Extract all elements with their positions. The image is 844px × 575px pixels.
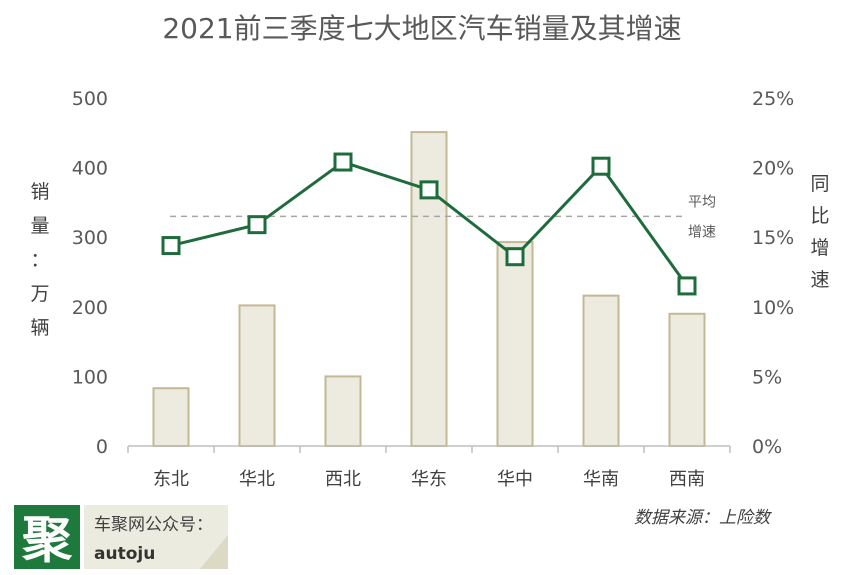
right-axis-title-char: 比 bbox=[810, 205, 829, 227]
right-tick-label: 20% bbox=[752, 158, 794, 180]
logo-box bbox=[14, 505, 80, 569]
left-tick-label: 200 bbox=[72, 297, 108, 319]
bar bbox=[238, 304, 276, 447]
category-label: 西南 bbox=[669, 469, 705, 490]
category-labels: 东北 华北 西北 华东 华中 华南 西南 bbox=[153, 469, 705, 490]
account-id: autoju bbox=[94, 544, 155, 564]
bar bbox=[324, 375, 362, 447]
bar bbox=[668, 312, 706, 448]
growth-markers bbox=[161, 152, 697, 296]
bar bbox=[582, 294, 620, 447]
bar bbox=[152, 387, 190, 447]
category-label: 华东 bbox=[411, 469, 447, 490]
source-note: 数据来源：上险数 bbox=[634, 508, 772, 528]
growth-marker bbox=[505, 247, 525, 267]
left-axis-title-char: 量 bbox=[30, 215, 49, 237]
right-tick-label: 15% bbox=[752, 227, 794, 249]
growth-marker bbox=[591, 156, 611, 176]
category-label: 华南 bbox=[583, 469, 619, 490]
category-label: 华中 bbox=[497, 469, 533, 490]
left-axis-title-char: 万 bbox=[30, 283, 49, 305]
category-label: 华北 bbox=[239, 469, 275, 490]
left-axis-title-char: 辆 bbox=[30, 317, 49, 339]
growth-marker bbox=[677, 276, 697, 296]
left-axis-title-char: 销 bbox=[30, 181, 49, 203]
brand-logo: 聚 车聚网公众号： autoju bbox=[14, 505, 228, 569]
left-tick-label: 400 bbox=[72, 158, 108, 180]
left-axis-title: 销量 ： 万辆 bbox=[30, 181, 49, 339]
average-label-bottom: 增速 bbox=[688, 224, 716, 240]
growth-marker bbox=[247, 215, 267, 235]
right-tick-label: 0% bbox=[752, 436, 782, 458]
right-tick-label: 25% bbox=[752, 88, 794, 110]
left-tick-label: 500 bbox=[72, 88, 108, 110]
right-tick-label: 5% bbox=[752, 366, 782, 388]
account-label: 车聚网公众号： bbox=[94, 515, 213, 535]
bar bbox=[410, 131, 448, 447]
x-axis-tick-marks bbox=[127, 446, 731, 453]
right-tick-label: 10% bbox=[752, 297, 794, 319]
growth-marker bbox=[419, 180, 439, 200]
bar-series bbox=[152, 131, 706, 448]
logo-char: 聚 bbox=[21, 511, 73, 569]
logo-banner-fold bbox=[200, 535, 228, 569]
category-label: 东北 bbox=[153, 469, 189, 490]
left-tick-label: 100 bbox=[72, 366, 108, 388]
left-tick-label: 300 bbox=[72, 227, 108, 249]
right-axis-ticks: 0% 5% 10% 15% 20% 25% bbox=[752, 88, 794, 458]
category-label: 西北 bbox=[325, 469, 361, 490]
bar bbox=[496, 241, 534, 447]
chart-title: 2021前三季度七大地区汽车销量及其增速 bbox=[162, 12, 681, 45]
right-axis-title-char: 增 bbox=[810, 237, 829, 259]
left-axis-ticks: 0 100 200 300 400 500 bbox=[72, 88, 108, 458]
growth-marker bbox=[333, 152, 353, 172]
right-axis-title-char: 速 bbox=[810, 269, 829, 291]
left-tick-label: 0 bbox=[96, 436, 108, 458]
growth-marker bbox=[161, 236, 181, 256]
logo-banner bbox=[84, 505, 228, 569]
average-label-top: 平均 bbox=[688, 194, 716, 210]
right-axis-title-char: 同 bbox=[810, 173, 829, 195]
left-axis-title-char: ： bbox=[30, 249, 49, 271]
